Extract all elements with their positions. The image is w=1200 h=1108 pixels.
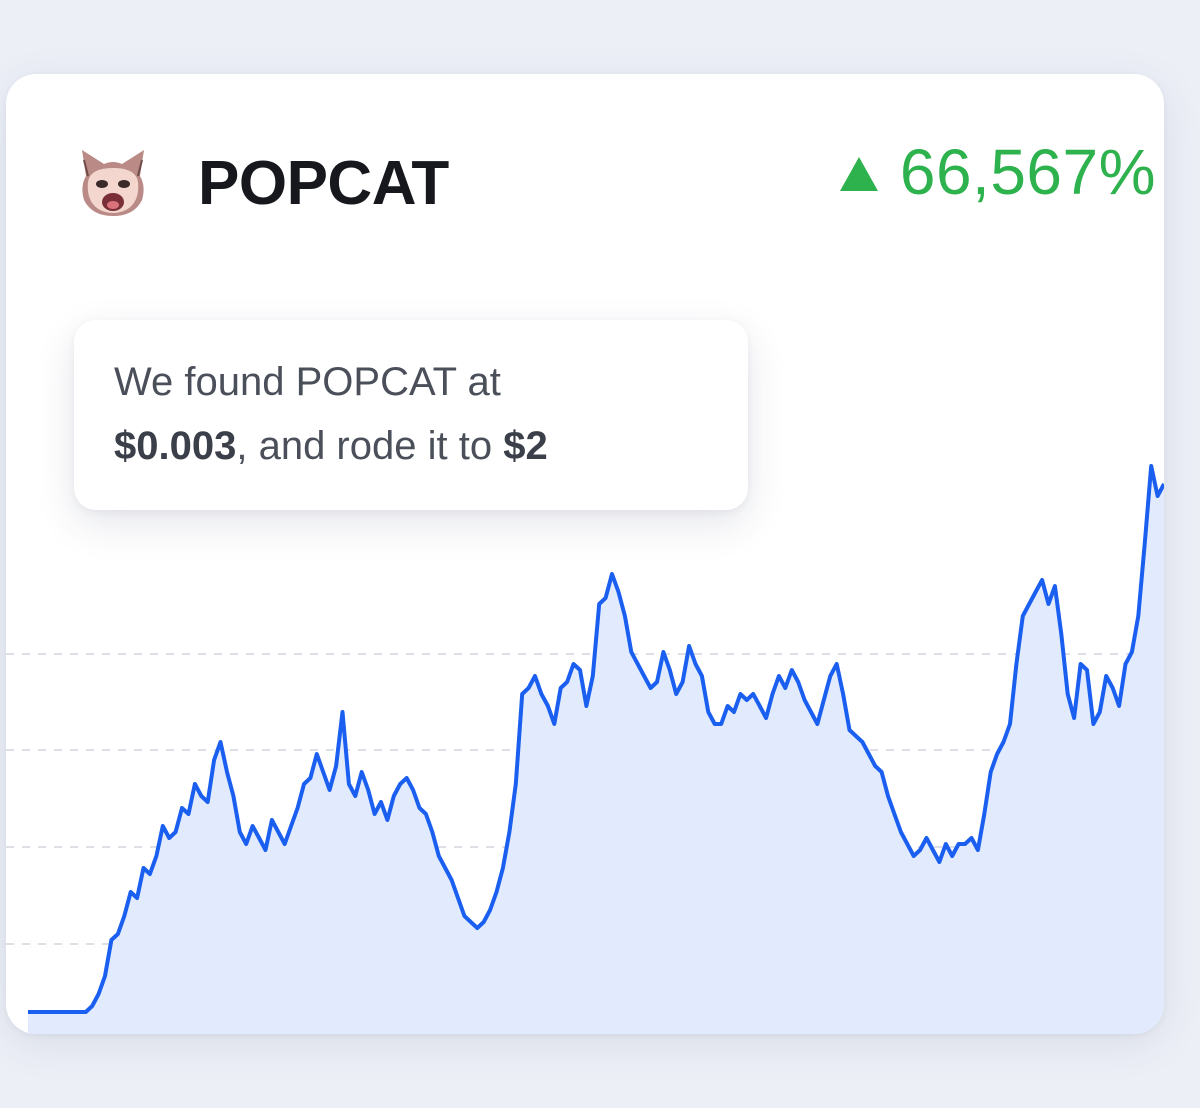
chart-area-fill [28,466,1164,1034]
triangle-up-icon [839,157,878,191]
callout-text-middle: , and rode it to [236,424,493,468]
price-chart [6,464,1164,1034]
price-change: 66,567% [839,136,1156,208]
callout-text-start: We found POPCAT at [114,360,501,404]
price-change-value: 66,567% [899,136,1156,208]
callout-text: We found POPCAT at $0.003, and rode it to… [114,350,734,478]
callout-price-from: $0.003 [114,424,237,468]
chart-price-line [28,464,1164,1014]
performance-callout: We found POPCAT at $0.003, and rode it to… [74,320,748,510]
token-name: POPCAT [198,149,449,218]
callout-price-to: $2 [503,424,548,468]
popcat-logo-icon [82,150,144,216]
token-card[interactable]: POPCAT 66,567% We found POPCAT at $0.003,… [6,74,1164,1034]
card-header: POPCAT 66,567% [6,74,1164,294]
